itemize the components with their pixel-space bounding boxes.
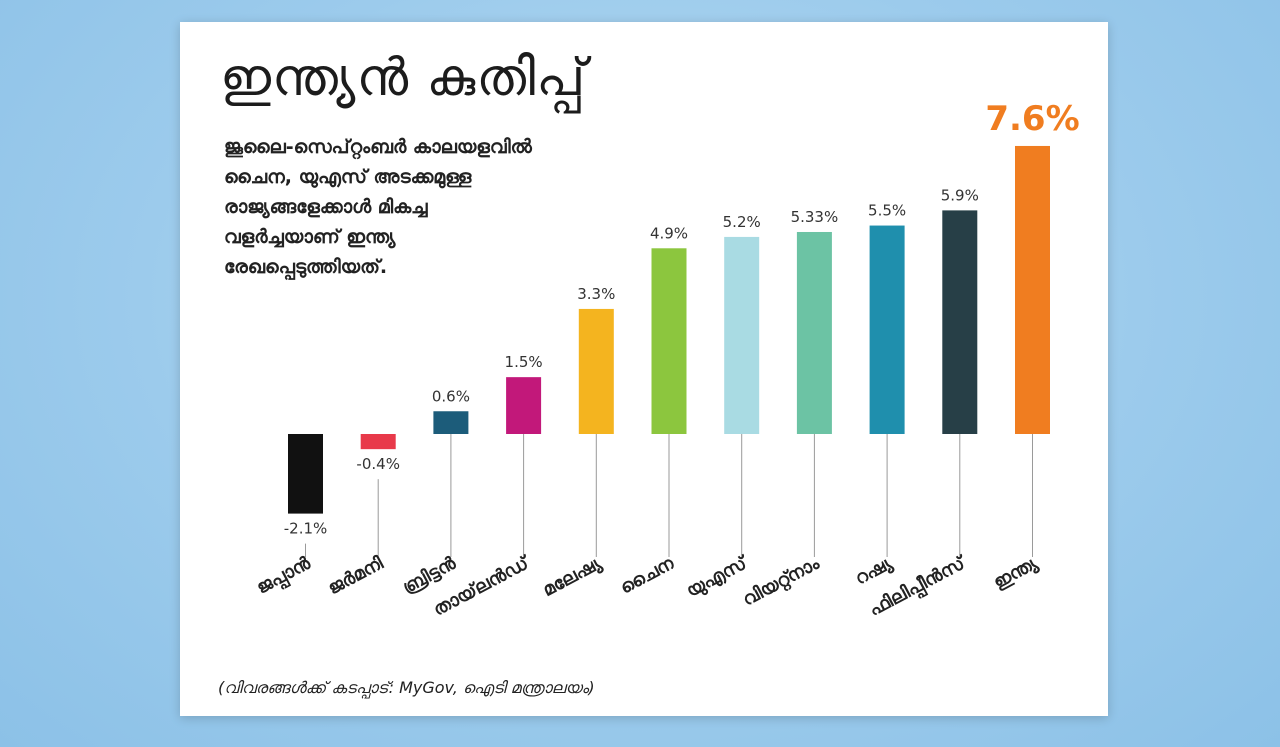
subtitle-line: ജൂലൈ-സെപ്റ്റംബർ കാലയളവിൽ [224, 136, 532, 158]
category-label: ചൈന [617, 552, 679, 598]
subtitle-line: രാജ്യങ്ങളേക്കാൾ മികച്ച [224, 196, 428, 218]
value-label: 0.6% [432, 387, 470, 405]
bar-chart: -2.1%ജപ്പാൻ-0.4%ജർമനി0.6%ബ്രിട്ടൻ1.5%തായ… [253, 99, 1079, 623]
bar [433, 411, 469, 434]
value-label: 4.9% [650, 224, 688, 242]
value-label: 7.6% [985, 99, 1079, 139]
bar [869, 225, 905, 434]
category-label: ഇന്ത്യ [990, 552, 1042, 594]
bar [360, 434, 396, 450]
value-label: 5.2% [723, 213, 761, 231]
value-label: -2.1% [284, 520, 328, 538]
category-label: ജപ്പാൻ [253, 552, 316, 601]
value-label: 5.5% [868, 202, 906, 220]
infographic-card: ഇന്ത്യൻ കുതിപ്പ് ജൂലൈ-സെപ്റ്റംബർ കാലയളവി… [180, 22, 1108, 716]
bar [506, 377, 542, 434]
category-label: റഷ്യ [852, 552, 897, 590]
chart-title: ഇന്ത്യൻ കുതിപ്പ് [220, 48, 587, 108]
bar [724, 236, 760, 434]
chart-subtitle: ജൂലൈ-സെപ്റ്റംബർ കാലയളവിൽ ചൈന, യുഎസ് അടക്… [224, 132, 664, 282]
source-footnote: (വിവരങ്ങൾക്ക് കടപ്പാട്: MyGov, ഐടി മന്ത്… [218, 678, 595, 697]
category-label: വിയറ്റ്നാം [739, 553, 823, 612]
bar [288, 434, 323, 514]
value-label: 5.9% [941, 186, 979, 204]
subtitle-line: ചൈന, യുഎസ് അടക്കമുള്ള [224, 166, 472, 188]
category-label: ജർമനി [325, 553, 387, 599]
bar [942, 210, 978, 434]
value-label: 5.33% [791, 208, 839, 226]
subtitle-line: രേഖപ്പെടുത്തിയത്. [224, 256, 388, 278]
value-label: -0.4% [356, 455, 400, 473]
bar [796, 231, 832, 434]
bar [578, 308, 614, 434]
category-label: മലേഷ്യ [539, 552, 606, 602]
bar [651, 248, 687, 434]
subtitle-line: വളർച്ചയാണ് ഇന്ത്യ [224, 226, 396, 248]
value-label: 3.3% [577, 285, 615, 303]
value-label: 1.5% [505, 353, 543, 371]
bar [1015, 145, 1050, 434]
